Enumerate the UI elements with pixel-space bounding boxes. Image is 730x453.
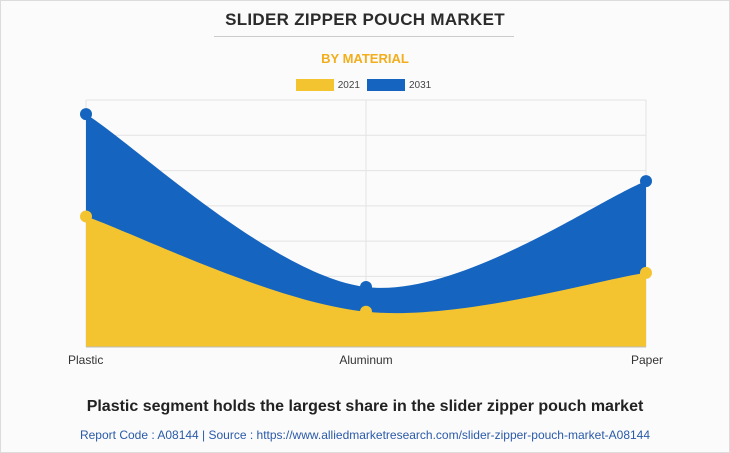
legend-label-2021: 2021	[337, 79, 360, 91]
legend-item-2031[interactable]: 2031	[367, 79, 431, 91]
chart-legend: 2021 2031	[0, 79, 730, 91]
title-divider	[214, 36, 514, 37]
legend-item-2021[interactable]: 2021	[295, 79, 360, 91]
data-point-2021-plastic	[80, 210, 92, 223]
legend-label-2031: 2031	[409, 79, 432, 91]
chart-caption: Plastic segment holds the largest share …	[86, 398, 644, 415]
data-point-2031-paper	[640, 175, 652, 188]
x-tick-label-aluminum: Aluminum	[339, 353, 392, 367]
chart-title: SLIDER ZIPPER POUCH MARKET	[225, 10, 505, 29]
source-line[interactable]: Report Code : A08144 | Source : https://…	[79, 428, 651, 442]
data-point-2021-paper	[640, 266, 652, 279]
chart-subtitle: BY MATERIAL	[321, 51, 409, 66]
x-tick-label-paper: Paper	[631, 353, 663, 367]
area-series-2021	[86, 216, 646, 347]
data-point-2031-plastic	[80, 108, 92, 121]
data-point-2021-aluminum	[360, 305, 372, 318]
legend-swatch-2021	[295, 79, 334, 91]
x-tick-label-plastic: Plastic	[68, 353, 103, 367]
data-point-2031-aluminum	[360, 281, 372, 294]
legend-swatch-2031	[367, 79, 405, 91]
